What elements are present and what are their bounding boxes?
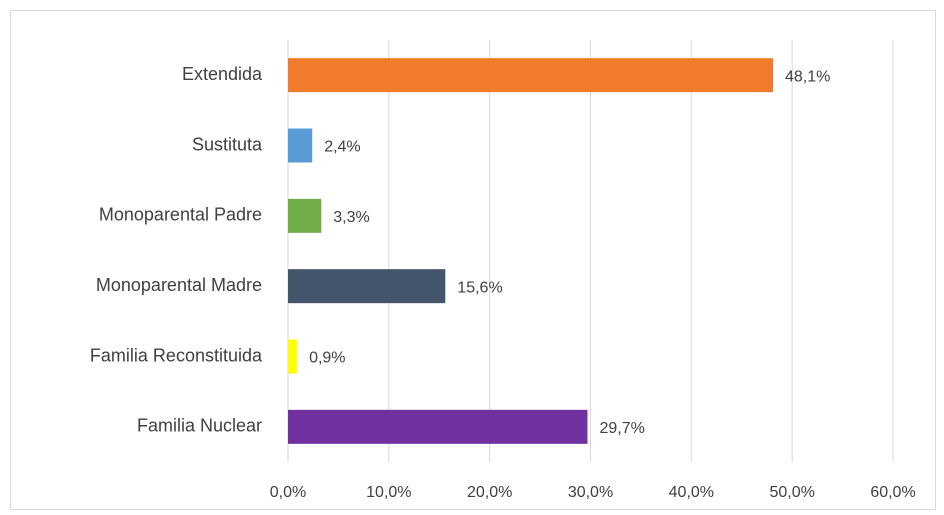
value-label: 15,6% xyxy=(457,279,502,296)
value-label: 0,9% xyxy=(309,350,345,367)
x-tick-label: 60,0% xyxy=(870,484,915,501)
category-label: Familia Reconstituida xyxy=(90,345,263,365)
category-label: Familia Nuclear xyxy=(137,416,262,436)
value-label: 2,4% xyxy=(324,139,360,156)
category-label: Monoparental Madre xyxy=(96,275,262,295)
bar xyxy=(288,58,774,93)
bar xyxy=(288,128,313,163)
value-label: 29,7% xyxy=(599,420,644,437)
category-label: Monoparental Padre xyxy=(99,205,262,225)
x-tick-label: 0,0% xyxy=(270,484,306,501)
x-tick-label: 40,0% xyxy=(669,484,714,501)
x-tick-label: 10,0% xyxy=(366,484,411,501)
category-label: Sustituta xyxy=(192,134,263,154)
bar xyxy=(288,198,322,233)
bar xyxy=(288,339,298,374)
x-tick-label: 50,0% xyxy=(769,484,814,501)
x-tick-label: 20,0% xyxy=(467,484,512,501)
bar xyxy=(288,269,446,304)
x-tick-label: 30,0% xyxy=(568,484,613,501)
value-label: 3,3% xyxy=(333,209,369,226)
category-label: Extendida xyxy=(182,64,263,84)
bar xyxy=(288,409,588,444)
value-label: 48,1% xyxy=(785,68,830,85)
